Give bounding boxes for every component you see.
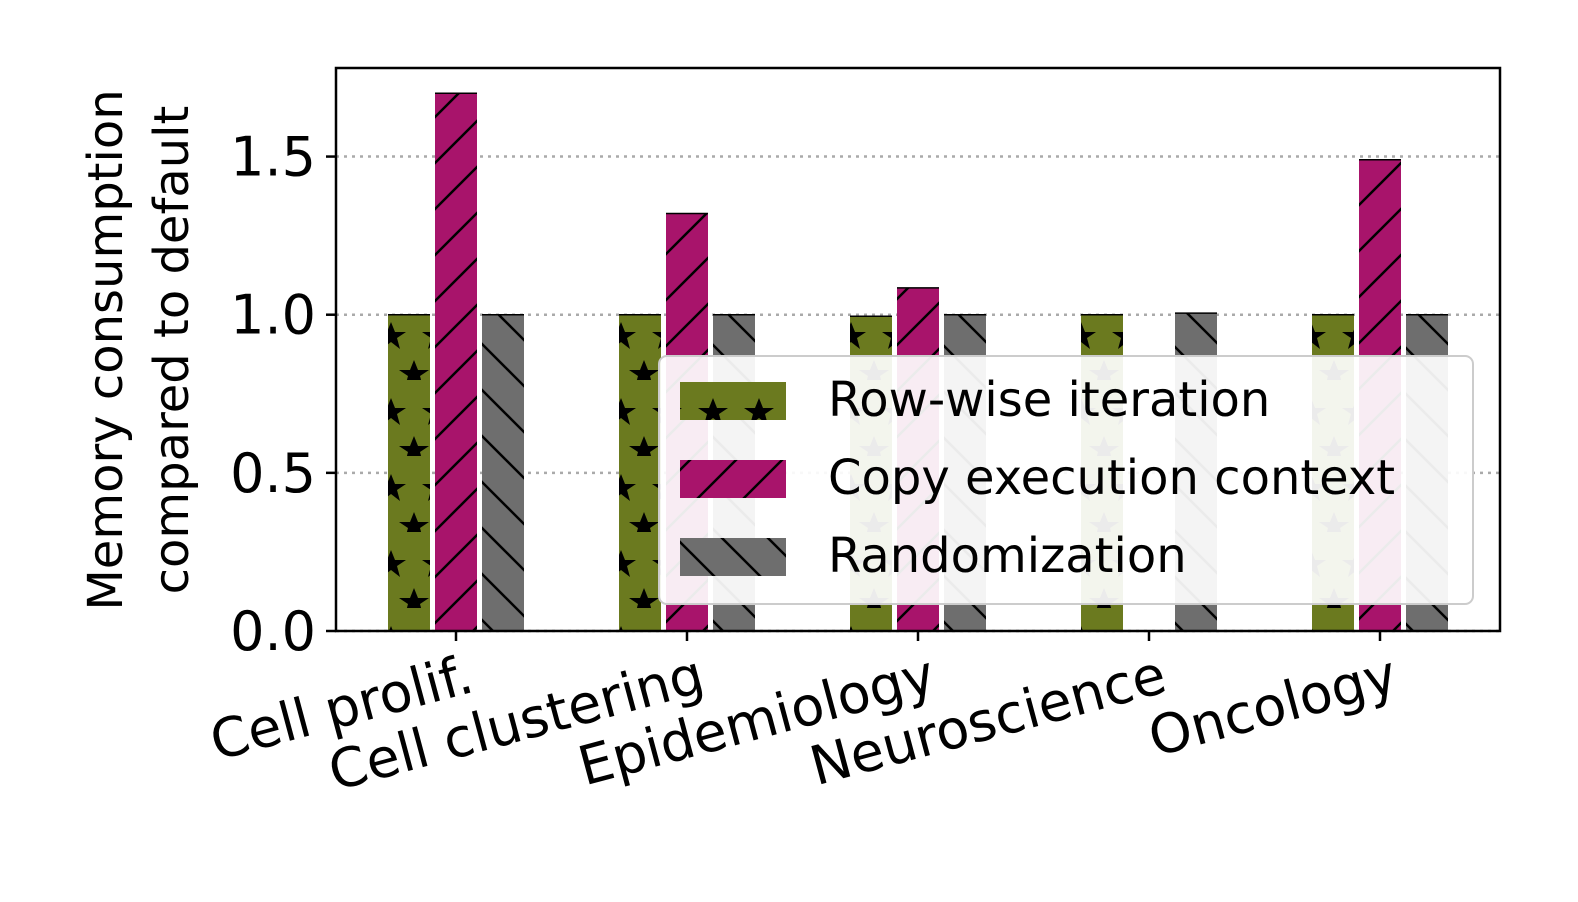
legend-box [658,355,1474,605]
y-axis-title-line-1: Memory consumption [78,89,134,610]
y-axis-ticks: 0.0 0.5 1.0 1.5 [230,126,336,663]
legend-item-randomization: Randomization [680,528,1187,584]
y-tick-label: 1.5 [230,126,316,189]
y-axis-title: Memory consumption compared to default [78,89,200,610]
x-tick-label: Oncology [1142,643,1403,770]
legend-item-copy-execution-context: Copy execution context [680,450,1395,506]
x-axis-ticks: Cell prolif.Cell clusteringEpidemiologyN… [204,631,1403,803]
legend-label: Row-wise iteration [828,372,1270,428]
bar-row-wise-iteration-cell-prolif- [388,313,430,631]
y-axis-title-line-2: compared to default [144,106,200,595]
bar-row-wise-iteration-cell-clustering [619,313,661,631]
legend-label: Randomization [828,528,1187,584]
legend: Row-wise iteration Copy execution context… [658,355,1474,605]
legend-label: Copy execution context [828,450,1395,506]
bar-copy-execution-context-cell-prolif- [435,92,477,632]
bar-randomization-cell-prolif- [482,313,524,631]
y-tick-label: 0.5 [230,442,316,505]
y-tick-label: 0.0 [230,600,316,663]
legend-item-row-wise-iteration: Row-wise iteration [680,372,1270,428]
y-tick-label: 1.0 [230,284,316,347]
